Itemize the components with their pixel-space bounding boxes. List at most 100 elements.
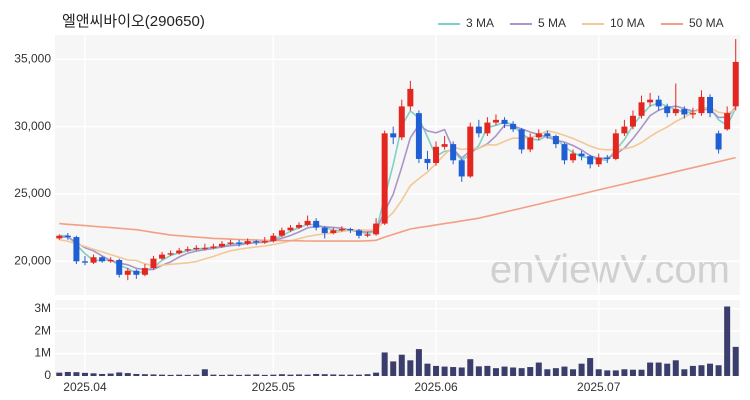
candle-body (56, 235, 63, 239)
candle-body (81, 261, 88, 263)
volume-bar (724, 306, 731, 376)
volume-bar (518, 368, 525, 376)
volume-bar (441, 366, 448, 376)
volume-bar (133, 373, 140, 376)
volume-bar (330, 374, 337, 376)
candle-body (689, 113, 696, 115)
volume-bar (244, 374, 251, 376)
candle-body (664, 106, 671, 114)
candle-body (313, 220, 320, 228)
volume-bar (355, 374, 362, 376)
y-tick-label: 0 (44, 368, 51, 382)
candle-body (133, 270, 140, 275)
volume-bar (707, 363, 714, 376)
volume-bar (621, 369, 628, 376)
volume-bar (373, 372, 380, 376)
volume-bar (450, 367, 457, 376)
candle-body (99, 257, 106, 262)
volume-bar (433, 365, 440, 376)
volume-bar (296, 374, 303, 376)
volume-bar (501, 366, 508, 376)
candle-body (330, 230, 337, 234)
volume-bar (141, 374, 148, 376)
moving-average-line (59, 156, 736, 242)
candle-body (116, 259, 123, 275)
volume-bar (381, 352, 388, 376)
candle-body (681, 109, 688, 115)
candle-body (484, 122, 491, 134)
candle-body (732, 61, 739, 107)
y-tick-label: 30,000 (14, 119, 51, 133)
volume-bar (544, 369, 551, 376)
volume-bar (287, 374, 294, 376)
candle-body (424, 158, 431, 163)
legend-label: 10 MA (610, 16, 645, 30)
volume-bar (81, 372, 88, 376)
candle-body (518, 129, 525, 150)
legend-label: 50 MA (689, 16, 724, 30)
volume-bar (604, 370, 611, 376)
candle-body (467, 126, 474, 177)
candle-body (415, 113, 422, 159)
volume-bar (167, 374, 174, 376)
moving-average-line (59, 101, 737, 275)
candle-body (304, 220, 311, 225)
candle-body (296, 224, 303, 228)
volume-bar (612, 370, 619, 376)
candle-body (261, 241, 268, 243)
candle-body (373, 223, 380, 235)
volume-bar (398, 354, 405, 376)
candle-body (578, 153, 585, 157)
price-panel (55, 35, 740, 295)
volume-bar (407, 360, 414, 376)
candle-body (570, 153, 577, 161)
volume-bar (595, 369, 602, 376)
candle-body (218, 243, 225, 247)
volume-bar (732, 346, 739, 376)
volume-bar (458, 367, 465, 376)
candle-body (347, 228, 354, 231)
volume-bar (227, 374, 234, 376)
x-tick-label: 2025.07 (577, 380, 621, 394)
volume-bar (510, 367, 517, 376)
candle-body (450, 144, 457, 161)
candle-body (501, 119, 508, 124)
volume-bar (647, 362, 654, 376)
volume-bar (467, 359, 474, 376)
volume-bar (236, 374, 243, 376)
candle-body (227, 242, 234, 244)
volume-bar (535, 362, 542, 376)
volume-bar (415, 349, 422, 376)
volume-bar (261, 374, 268, 376)
candle-body (629, 115, 636, 127)
candle-body (390, 133, 397, 138)
volume-bar (527, 367, 534, 376)
candle-body (176, 250, 183, 254)
candle-body (159, 254, 166, 259)
volume-bar (73, 372, 80, 376)
volume-bar (364, 374, 371, 376)
candle-body (201, 247, 208, 249)
candle-body (107, 259, 114, 262)
volume-bar (689, 365, 696, 376)
candle-body (595, 157, 602, 165)
candle-body (287, 227, 294, 231)
candle-body (492, 119, 499, 123)
volume-bar (304, 374, 311, 376)
volume-bar (338, 374, 345, 376)
candle-body (707, 96, 714, 114)
volume-bar (347, 374, 354, 376)
candle-body (458, 160, 465, 177)
volume-bar (698, 365, 705, 376)
moving-average-line (59, 106, 737, 267)
candle-body (527, 137, 534, 150)
volume-bar (176, 374, 183, 376)
volume-bar (253, 374, 260, 376)
volume-bar (484, 365, 491, 376)
candle-body (621, 126, 628, 134)
volume-bar (107, 373, 114, 376)
chart-title: 엘앤씨바이오(290650) (62, 13, 205, 30)
volume-bar (552, 368, 559, 376)
candle-body (167, 253, 174, 255)
volume-bar (390, 361, 397, 376)
